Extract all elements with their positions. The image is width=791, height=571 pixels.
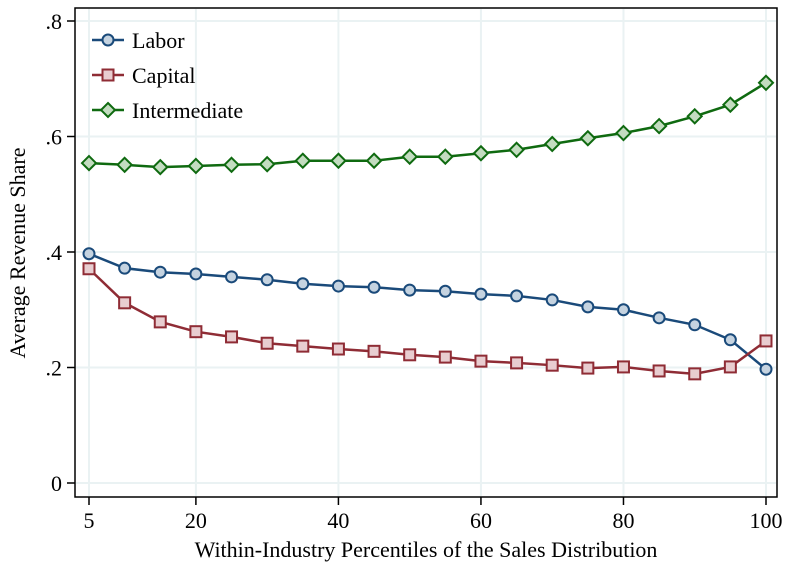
y-tick-label: .8 <box>46 9 63 34</box>
capital-point <box>438 350 452 364</box>
capital-point <box>545 358 559 372</box>
x-tick-label: 20 <box>185 508 207 533</box>
capital-point <box>118 296 132 310</box>
intermediate-point <box>116 156 134 174</box>
labor-point <box>545 293 559 307</box>
capital-point <box>331 342 345 356</box>
capital-point <box>189 325 203 339</box>
labor-point <box>616 303 630 317</box>
capital-point <box>296 339 310 353</box>
intermediate-point <box>80 154 98 172</box>
capital-point <box>723 360 737 374</box>
y-tick-label: .6 <box>46 125 63 150</box>
y-tick-label: .4 <box>46 240 63 265</box>
intermediate-point <box>508 141 525 159</box>
capital-point <box>616 360 630 374</box>
capital-point <box>688 367 702 381</box>
labor-point <box>225 270 239 284</box>
legend-item-intermediate: Intermediate <box>92 98 243 123</box>
capital-point <box>367 344 381 358</box>
labor-point <box>474 287 488 301</box>
intermediate-point <box>436 148 454 166</box>
capital-point <box>652 364 666 378</box>
x-tick-label: 100 <box>750 508 783 533</box>
intermediate-point <box>258 155 276 173</box>
intermediate-point <box>757 74 775 92</box>
labor-point <box>723 333 737 347</box>
series-capital <box>82 262 773 381</box>
labor-point <box>403 283 417 297</box>
labor-point <box>367 280 381 294</box>
labor-point <box>82 247 96 261</box>
capital-point <box>759 334 773 348</box>
labor-point <box>296 277 310 291</box>
labor-point <box>652 311 666 325</box>
capital-point <box>474 354 488 368</box>
x-tick-label: 80 <box>612 508 634 533</box>
series-intermediate <box>80 74 775 176</box>
intermediate-point <box>223 156 240 174</box>
legend: Labor Capital Intermediate <box>92 28 243 123</box>
intermediate-point <box>365 152 383 170</box>
capital-point <box>260 336 274 350</box>
intermediate-point <box>650 117 668 135</box>
x-axis-label: Within-Industry Percentiles of the Sales… <box>195 537 658 562</box>
intermediate-point <box>151 158 169 176</box>
labor-point <box>510 289 524 303</box>
legend-marker <box>101 33 115 47</box>
labor-point <box>331 279 345 293</box>
series-layer <box>80 74 775 381</box>
intermediate-point <box>401 148 419 166</box>
capital-point <box>403 348 417 362</box>
y-tick-label: 0 <box>51 471 62 496</box>
capital-point <box>225 330 239 344</box>
capital-point <box>82 262 96 276</box>
intermediate-point <box>721 96 739 114</box>
intermediate-point <box>543 135 561 153</box>
series-labor <box>82 247 773 376</box>
labor-point <box>153 265 167 279</box>
intermediate-point <box>615 124 632 142</box>
labor-point <box>118 261 132 275</box>
labor-point <box>581 300 595 314</box>
labor-point <box>688 318 702 332</box>
capital-point <box>153 315 167 329</box>
labor-point <box>438 284 452 298</box>
intermediate-point <box>472 144 490 162</box>
y-axis-label: Average Revenue Share <box>5 148 30 359</box>
intermediate-point <box>330 152 347 170</box>
x-tick-label: 40 <box>327 508 349 533</box>
legend-item-capital: Capital <box>92 63 196 88</box>
labor-point <box>260 273 274 287</box>
legend-item-labor: Labor <box>92 28 185 53</box>
x-axis: 5 20 40 60 80 100 <box>84 497 783 533</box>
capital-point <box>581 361 595 375</box>
labor-point <box>759 362 773 376</box>
legend-label: Intermediate <box>132 98 243 123</box>
legend-marker <box>101 68 115 82</box>
capital-point <box>510 356 524 370</box>
intermediate-point <box>294 152 312 170</box>
x-tick-label: 60 <box>470 508 492 533</box>
y-tick-label: .2 <box>46 356 63 381</box>
legend-label: Capital <box>132 63 196 88</box>
legend-label: Labor <box>132 28 185 53</box>
legend-marker <box>99 101 117 119</box>
intermediate-point <box>187 157 205 175</box>
intermediate-point <box>579 129 597 147</box>
labor-point <box>189 267 203 281</box>
intermediate-point <box>686 107 704 125</box>
x-tick-label: 5 <box>84 508 95 533</box>
y-axis: 0 .2 .4 .6 .8 <box>46 9 75 496</box>
